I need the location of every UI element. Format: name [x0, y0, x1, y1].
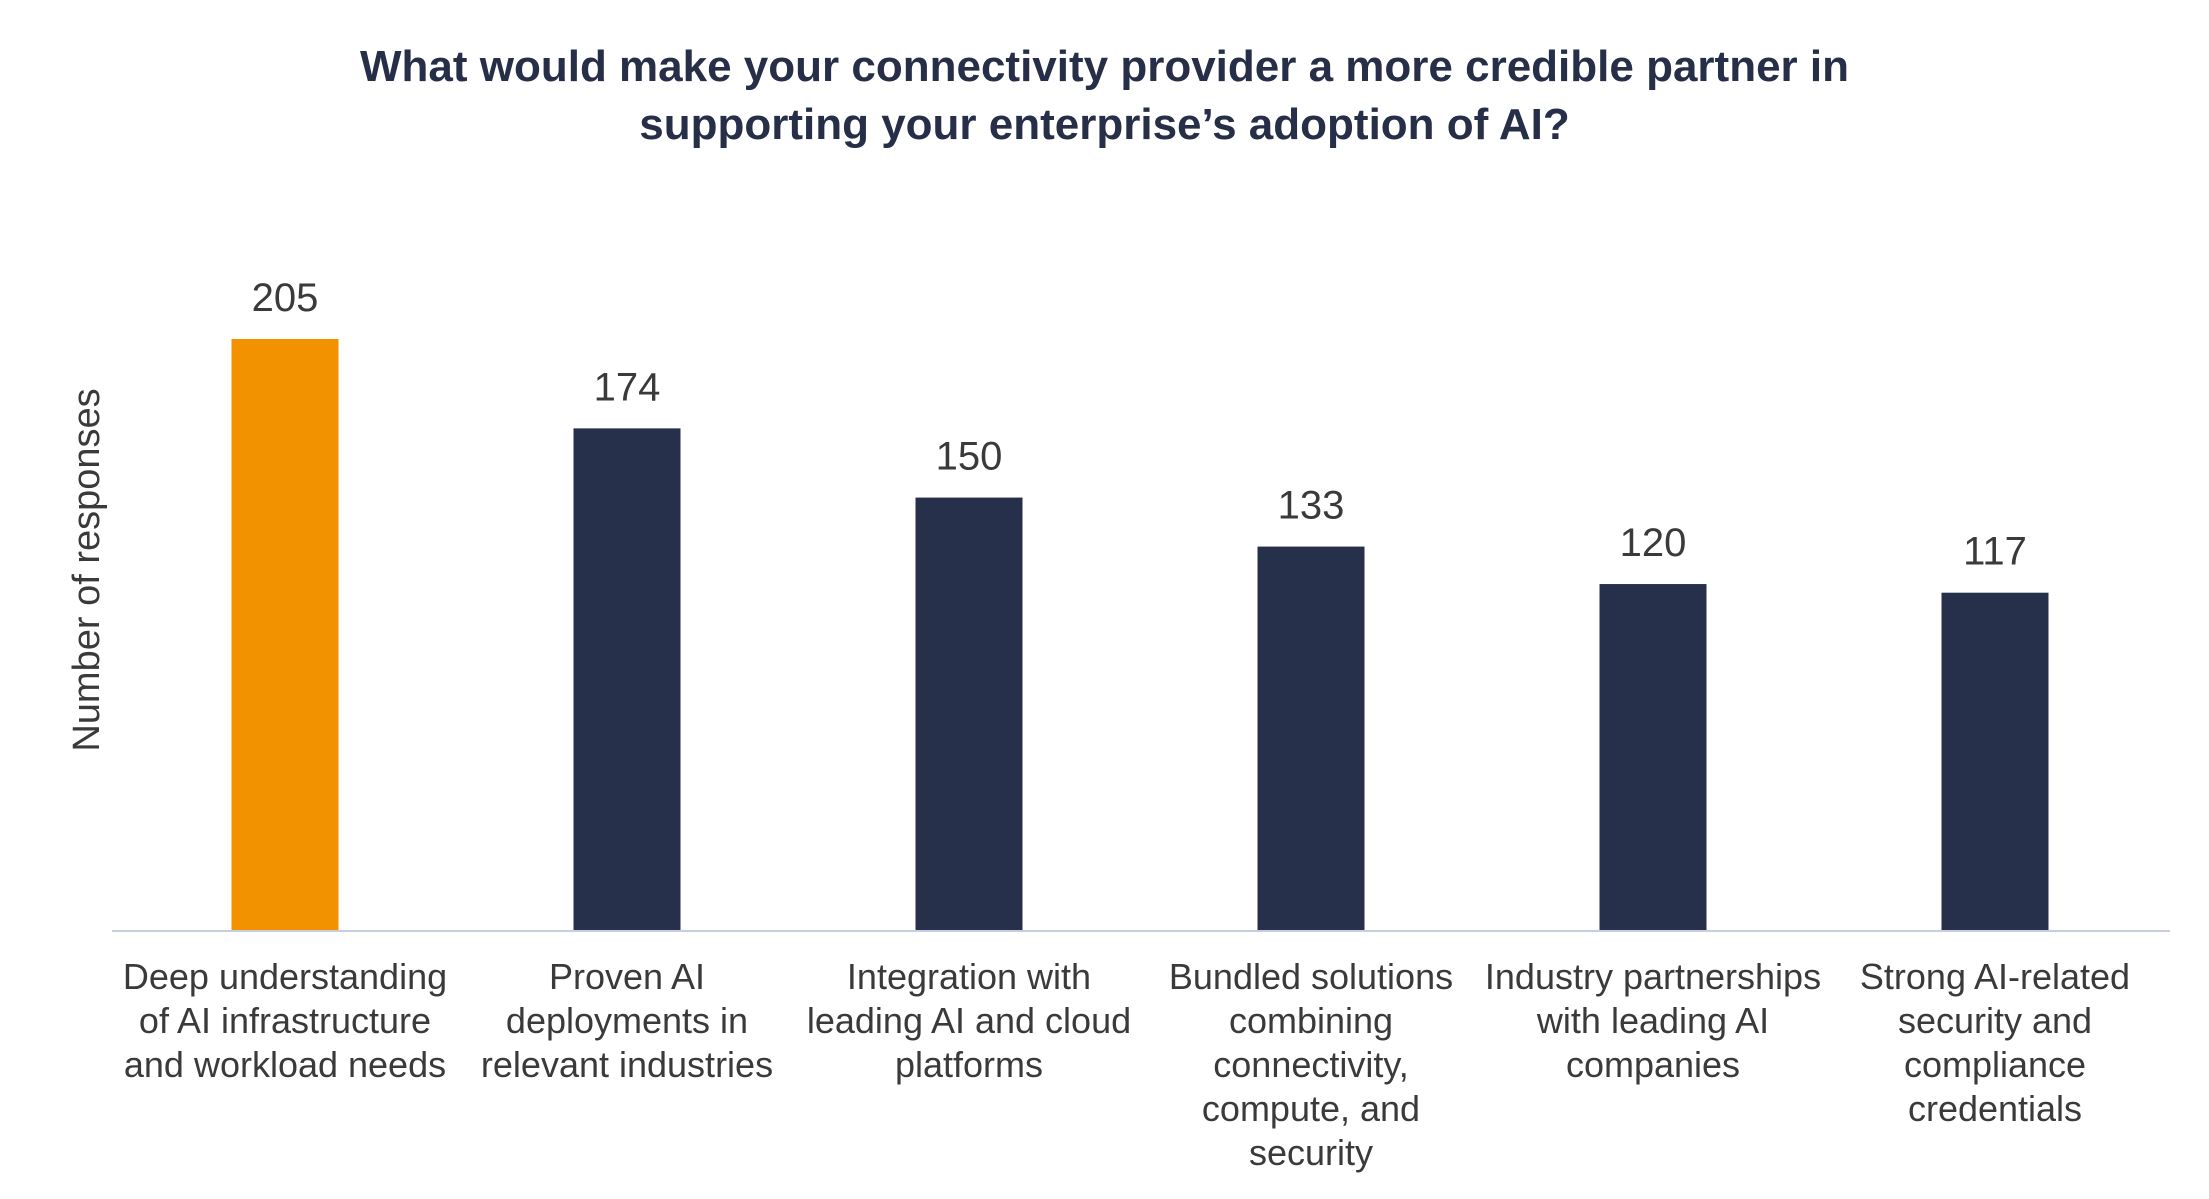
- category-label-3-line-2: leading AI and cloud: [807, 1000, 1131, 1041]
- category-label-1: Deep understanding of AI infrastructure an…: [123, 956, 447, 1085]
- chart-title: What would make your connectivity provid…: [0, 38, 2209, 154]
- category-labels-layer: Deep understanding of AI infrastructure an…: [123, 956, 2130, 1173]
- value-label-6: 117: [1963, 530, 2027, 574]
- category-label-2: Proven AI deployments in relevant industri…: [481, 956, 773, 1085]
- category-label-4: Bundled solutions combining connectivity, c…: [1169, 956, 1453, 1173]
- category-label-3-line-3: platforms: [895, 1044, 1043, 1085]
- category-label-4-line-1: Bundled solutions: [1169, 956, 1453, 997]
- value-label-2: 174: [594, 365, 661, 409]
- category-label-6: Strong AI-related security and compliance c…: [1860, 956, 2130, 1129]
- value-label-5: 120: [1620, 521, 1687, 565]
- bar-2: [573, 428, 681, 930]
- bar-6: [1941, 592, 2049, 930]
- category-label-1-line-1: Deep understanding: [123, 956, 447, 997]
- bar-3: [915, 497, 1023, 930]
- category-label-2-line-2: deployments in: [506, 1000, 748, 1041]
- y-axis-label: Number of responses: [66, 388, 108, 751]
- category-label-3-line-1: Integration with: [847, 956, 1091, 997]
- value-label-3: 150: [936, 435, 1003, 479]
- chart-title-line-1: What would make your connectivity provid…: [359, 42, 1850, 91]
- category-label-4-line-5: security: [1249, 1132, 1373, 1173]
- chart-title-line-2: supporting your enterprise’s adoption of…: [639, 100, 1570, 149]
- category-label-6-line-2: security and: [1898, 1000, 2092, 1041]
- category-label-6-line-3: compliance: [1904, 1044, 2086, 1085]
- bar-1: [231, 339, 339, 930]
- category-label-3: Integration with leading AI and cloud plat…: [807, 956, 1131, 1085]
- value-label-4: 133: [1278, 484, 1345, 528]
- category-label-6-line-1: Strong AI-related: [1860, 956, 2130, 997]
- bars-layer: [231, 339, 2049, 930]
- bar-4: [1257, 546, 1365, 930]
- category-label-4-line-2: combining: [1229, 1000, 1393, 1041]
- value-labels-layer: 205 174 150 133 120 117: [252, 276, 2027, 574]
- category-label-2-line-1: Proven AI: [549, 956, 705, 997]
- category-label-5-line-3: companies: [1566, 1044, 1740, 1085]
- value-label-1: 205: [252, 276, 319, 320]
- category-label-5-line-2: with leading AI: [1536, 1000, 1769, 1041]
- category-label-6-line-4: credentials: [1908, 1088, 2082, 1129]
- category-label-5: Industry partnerships with leading AI comp…: [1485, 956, 1821, 1085]
- bar-5: [1599, 584, 1707, 930]
- category-label-1-line-3: and workload needs: [124, 1044, 446, 1085]
- category-label-5-line-1: Industry partnerships: [1485, 956, 1821, 997]
- category-label-1-line-2: of AI infrastructure: [139, 1000, 431, 1041]
- category-label-4-line-3: connectivity,: [1213, 1044, 1408, 1085]
- category-label-4-line-4: compute, and: [1202, 1088, 1420, 1129]
- category-label-2-line-3: relevant industries: [481, 1044, 773, 1085]
